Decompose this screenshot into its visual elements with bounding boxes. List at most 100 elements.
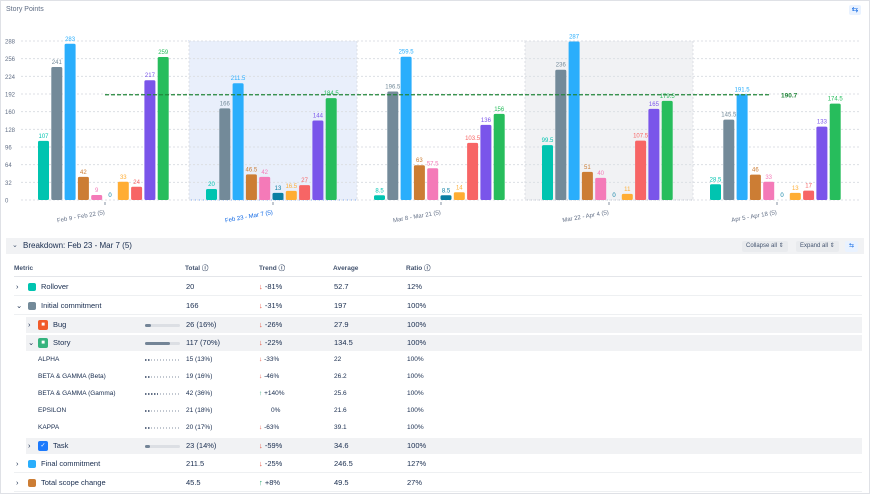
issue-type-icon: ■	[38, 320, 48, 331]
col-trend: Trend ⓘ	[259, 265, 286, 272]
table-row[interactable]: ⌄ ■ Story 117 (70%) ↓ -22% 134.5 100%	[26, 335, 862, 351]
metric-label: Task	[53, 441, 69, 450]
bar-value-label: 103.5	[465, 136, 481, 142]
table-row[interactable]: › ■ Bug 26 (16%) ↓ -26% 27.9 100%	[26, 317, 862, 333]
expand-chevron-icon[interactable]: ⌄	[28, 338, 35, 347]
trend-arrow-icon: ↓	[259, 338, 265, 347]
chart-settings-button[interactable]: ⇆	[849, 5, 861, 15]
bar-value-label: 283	[65, 37, 76, 43]
chart-title: Story Points	[6, 6, 44, 13]
total-cell: 23 (14%)	[186, 441, 217, 450]
ratio-cell: 100%	[407, 338, 427, 347]
trend-cell: ↓ -46%	[259, 368, 279, 385]
bar-value-label: 259.5	[399, 50, 415, 56]
bar-value-label: 0	[108, 193, 112, 199]
average-cell: 246.5	[334, 459, 353, 468]
expand-chevron-icon[interactable]: ⌄	[16, 301, 23, 310]
metric-label: ALPHA	[38, 356, 60, 363]
trend-arrow-icon: ↓	[259, 424, 265, 431]
table-row[interactable]: › Final commitment 211.5 ↓ -25% 246.5 127%	[14, 454, 862, 473]
bar	[595, 177, 607, 200]
proportion-bar	[145, 445, 180, 448]
bar	[157, 57, 169, 200]
table-row[interactable]: ⌄ Initial commitment 166 ↓ -31% 197 100%	[14, 296, 862, 315]
bar	[374, 195, 385, 200]
series-color-icon	[28, 479, 36, 488]
ratio-cell: 100%	[407, 407, 424, 414]
bar-value-label: 191.5	[735, 87, 751, 93]
bar	[427, 168, 439, 200]
average-cell: 25.6	[334, 390, 347, 397]
y-tick-label: 224	[5, 75, 16, 81]
average-cell: 27.9	[334, 320, 349, 329]
y-tick-label: 160	[5, 110, 16, 116]
trend-value: -22%	[264, 338, 283, 347]
ratio-cell: 100%	[407, 373, 424, 380]
y-tick-label: 192	[5, 93, 16, 99]
expand-chevron-icon[interactable]: ›	[28, 441, 31, 450]
table-row[interactable]: › ✓ Task 23 (14%) ↓ -59% 34.6 100%	[26, 438, 862, 454]
bar-value-label: 145.5	[721, 113, 737, 119]
x-tick-label: Mar 8 - Mar 21 (5)	[393, 210, 442, 224]
trend-arrow-icon: ↓	[259, 373, 265, 380]
filter-settings-button[interactable]: ⇆	[845, 241, 859, 252]
bar-value-label: 184.5	[324, 91, 340, 97]
bar-value-label: 241	[52, 60, 63, 66]
average-cell: 52.7	[334, 282, 349, 291]
bar	[117, 181, 129, 200]
bar	[453, 192, 465, 200]
bar	[621, 193, 633, 200]
trend-arrow-icon: ↓	[259, 459, 265, 468]
chevron-down-icon[interactable]: ⌄	[12, 242, 18, 249]
trend-value: -33%	[264, 356, 280, 363]
series-color-icon	[28, 460, 36, 469]
x-tick-label: Feb 23 - Mar 7 (5)	[225, 210, 274, 224]
proportion-bar	[145, 409, 180, 412]
bar-value-label: 166	[220, 101, 231, 107]
bar	[232, 83, 244, 200]
expand-chevron-icon[interactable]: ›	[16, 459, 19, 468]
metric-label: BETA & GAMMA (Beta)	[38, 373, 106, 380]
ratio-cell: 100%	[407, 441, 427, 450]
expand-chevron-icon[interactable]: ›	[16, 478, 19, 487]
total-cell: 117 (70%)	[186, 338, 221, 347]
table-row: EPSILON 21 (18%) 0% 21.6 100%	[14, 402, 862, 419]
bar-value-label: 13	[792, 186, 799, 192]
metric-cell: Final commitment	[28, 454, 100, 473]
expand-all-button[interactable]: Expand all ⇕	[796, 241, 839, 252]
bar-value-label: 63	[416, 158, 423, 164]
table-row[interactable]: › Total scope change 45.5 ↑ +8% 49.5 27%	[14, 473, 862, 492]
bar	[400, 56, 412, 200]
breakdown-table: Metric Total ⓘ Trend ⓘ Average Ratio ⓘ ›…	[14, 261, 862, 492]
y-tick-label: 128	[5, 128, 16, 134]
series-color-icon	[28, 283, 36, 292]
bar	[555, 69, 567, 200]
x-tick-label: Mar 22 - Apr 4 (5)	[562, 210, 609, 224]
bar	[64, 43, 76, 200]
metric-label: Rollover	[41, 282, 69, 291]
bar-value-label: 40	[597, 171, 604, 177]
expand-chevron-icon[interactable]: ›	[16, 282, 19, 291]
table-row[interactable]: › Rollover 20 ↓ -81% 52.7 12%	[14, 277, 862, 296]
expand-chevron-icon[interactable]: ›	[28, 320, 31, 329]
bar	[736, 94, 748, 200]
bar	[467, 142, 479, 200]
bar	[77, 176, 89, 200]
trend-cell: ↓ -33%	[259, 351, 279, 368]
table-row: KAPPA 20 (17%) ↓ -63% 39.1 100%	[14, 419, 862, 436]
trend-cell: ↓ -22%	[259, 335, 282, 351]
breakdown-header[interactable]: ⌄ Breakdown: Feb 23 - Mar 7 (5) Collapse…	[6, 238, 864, 254]
bar	[710, 184, 721, 200]
collapse-all-button[interactable]: Collapse all ⇕	[742, 241, 788, 252]
proportion-bar	[145, 358, 180, 361]
bar-value-label: 211.5	[231, 76, 246, 82]
trend-cell: ↑ +8%	[259, 473, 280, 492]
metric-cell: ✓ Task	[38, 438, 68, 454]
table-row: ALPHA 15 (13%) ↓ -33% 22 100%	[14, 351, 862, 368]
metric-cell: Total scope change	[28, 473, 106, 492]
average-cell: 39.1	[334, 424, 347, 431]
bar	[829, 103, 841, 200]
bar	[635, 140, 647, 200]
bar	[661, 100, 673, 200]
breakdown-title: Breakdown: Feb 23 - Mar 7 (5)	[23, 241, 132, 250]
